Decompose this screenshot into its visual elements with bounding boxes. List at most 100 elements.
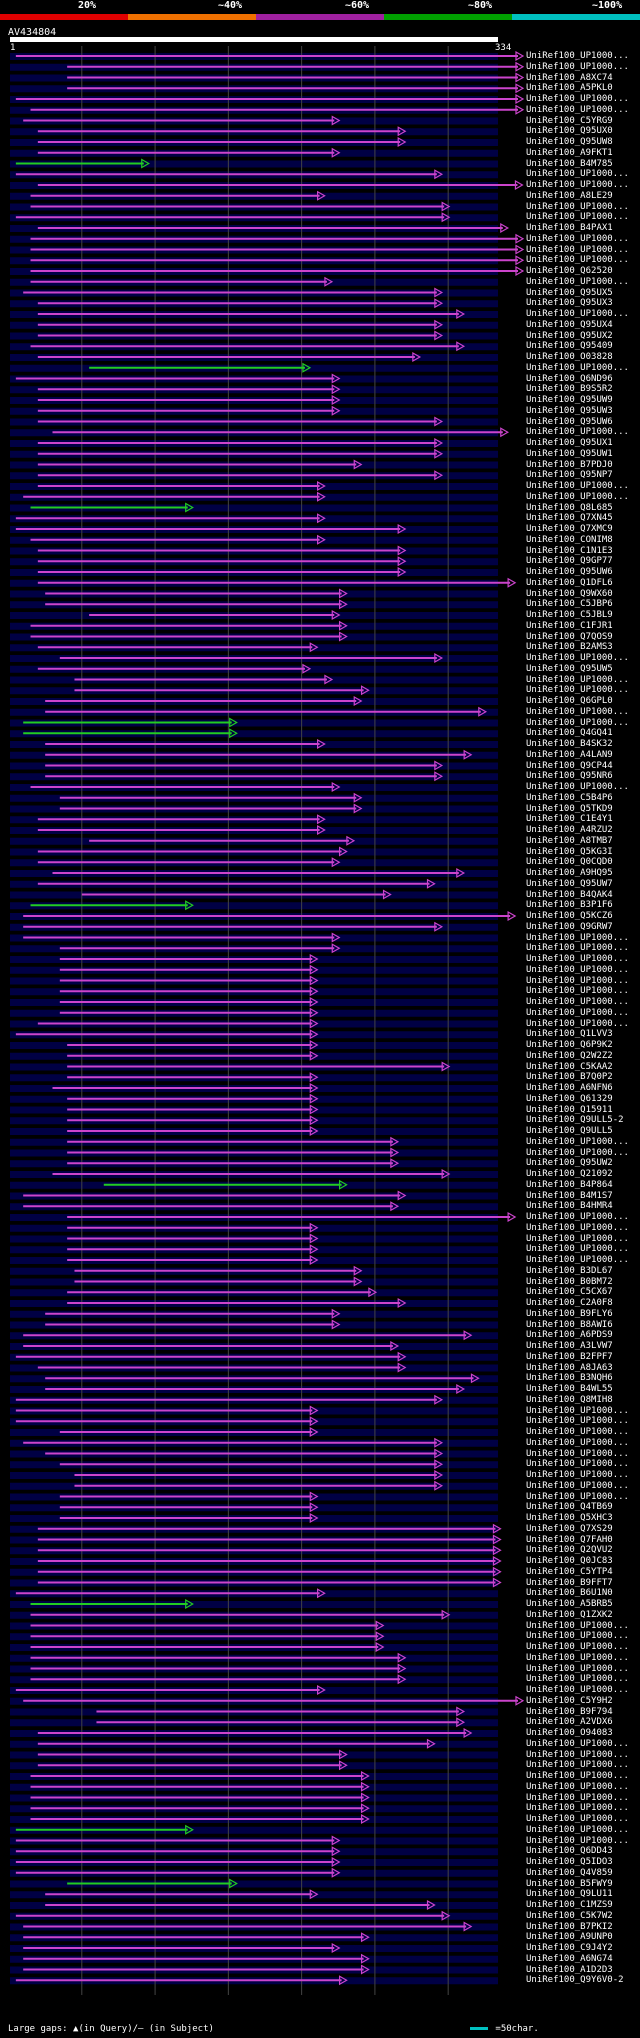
hit-label[interactable]: UniRef100_UP1000... (526, 932, 629, 943)
hit-label[interactable]: UniRef100_UP1000... (526, 427, 629, 438)
hit-label[interactable]: UniRef100_UP1000... (526, 1674, 629, 1685)
hit-label[interactable]: UniRef100_A6NG74 (526, 1953, 613, 1964)
hit-label[interactable]: UniRef100_B2AMS3 (526, 642, 613, 653)
hit-label[interactable]: UniRef100_B9FFT7 (526, 1577, 613, 1588)
hit-label[interactable]: UniRef100_A5BRB5 (526, 1599, 613, 1609)
hit-label[interactable]: UniRef100_UP1000... (526, 1803, 629, 1814)
hit-label[interactable]: UniRef100_Q1LVV3 (526, 1029, 613, 1040)
hit-label[interactable]: UniRef100_UP1000... (526, 233, 629, 244)
hit-label[interactable]: UniRef100_O94083 (526, 1728, 613, 1738)
hit-label[interactable]: UniRef100_UP1000... (526, 1642, 629, 1652)
hit-label[interactable]: UniRef100_UP1000... (526, 1233, 629, 1244)
hit-label[interactable]: UniRef100_B4QAK4 (526, 889, 613, 900)
hit-label[interactable]: UniRef100_B9S5R2 (526, 384, 613, 395)
hit-label[interactable]: UniRef100_B7PDJ0 (526, 459, 613, 470)
hit-label[interactable]: UniRef100_Q6GPL0 (526, 696, 613, 706)
hit-label[interactable]: UniRef100_Q5KG3I (526, 846, 613, 857)
hit-label[interactable]: UniRef100_B4P864 (526, 1179, 613, 1190)
hit-label[interactable]: UniRef100_A1D2D3 (526, 1964, 613, 1975)
hit-label[interactable]: UniRef100_Q95UX2 (526, 330, 613, 341)
hit-label[interactable]: UniRef100_C1N1E3 (526, 545, 613, 556)
hit-label[interactable]: UniRef100_UP1000... (526, 653, 629, 663)
hit-label[interactable]: UniRef100_Q7FAH0 (526, 1534, 613, 1545)
hit-label[interactable]: UniRef100_Q95UX5 (526, 287, 613, 298)
hit-label[interactable]: UniRef100_Q9ULL5-2 (526, 1115, 624, 1126)
hit-label[interactable]: UniRef100_Q15911 (526, 1104, 613, 1115)
hit-label[interactable]: UniRef100_Q95UW1 (526, 448, 613, 459)
hit-label[interactable]: UniRef100_Q2QVU2 (526, 1545, 613, 1556)
hit-label[interactable]: UniRef100_Q2W2Z2 (526, 1050, 613, 1061)
hit-label[interactable]: UniRef100_A8TMB7 (526, 835, 613, 846)
hit-label[interactable]: UniRef100_Q95UX0 (526, 126, 613, 137)
hit-label[interactable]: UniRef100_Q9GRW7 (526, 921, 613, 932)
hit-label[interactable]: UniRef100_UP1000... (526, 276, 629, 287)
hit-label[interactable]: UniRef100_B6U1N0 (526, 1588, 613, 1599)
hit-label[interactable]: UniRef100_B7Q0P2 (526, 1072, 613, 1083)
hit-label[interactable]: UniRef100_Q6DD43 (526, 1846, 613, 1857)
hit-label[interactable]: UniRef100_UP1000... (526, 1749, 629, 1760)
hit-label[interactable]: UniRef100_UP1000... (526, 674, 629, 685)
hit-label[interactable]: UniRef100_Q61329 (526, 1093, 613, 1104)
hit-label[interactable]: UniRef100_Q95UW6 (526, 416, 613, 427)
hit-label[interactable]: UniRef100_Q95UW2 (526, 1158, 613, 1169)
hit-label[interactable]: UniRef100_UP1000... (526, 491, 629, 502)
hit-label[interactable]: UniRef100_UP1000... (526, 309, 629, 319)
hit-label[interactable]: UniRef100_C5Y9H2 (526, 1695, 613, 1706)
hit-label[interactable]: UniRef100_B0BM72 (526, 1276, 613, 1287)
hit-label[interactable]: UniRef100_UP1000... (526, 1491, 629, 1502)
hit-label[interactable]: UniRef100_UP1000... (526, 685, 629, 696)
hit-label[interactable]: UniRef100_UP1000... (526, 1007, 629, 1018)
hit-label[interactable]: UniRef100_C5YTP4 (526, 1566, 613, 1577)
hit-label[interactable]: UniRef100_UP1000... (526, 212, 629, 223)
hit-label[interactable]: UniRef100_C1E4Y1 (526, 814, 613, 825)
hit-label[interactable]: UniRef100_C5JBL9 (526, 610, 613, 620)
hit-label[interactable]: UniRef100_UP1000... (526, 975, 629, 986)
hit-label[interactable]: UniRef100_UP1000... (526, 954, 629, 964)
hit-label[interactable]: UniRef100_Q4TB69 (526, 1502, 613, 1513)
hit-label[interactable]: UniRef100_UP1000... (526, 1792, 629, 1803)
hit-label[interactable]: UniRef100_C5KAA2 (526, 1061, 613, 1072)
hit-label[interactable]: UniRef100_A8XC74 (526, 72, 613, 83)
hit-label[interactable]: UniRef100_Q95UX1 (526, 438, 613, 448)
hit-label[interactable]: UniRef100_Q6P9K2 (526, 1040, 613, 1050)
hit-label[interactable]: UniRef100_A9FKT1 (526, 147, 613, 158)
hit-label[interactable]: UniRef100_A9UNP0 (526, 1932, 613, 1943)
hit-label[interactable]: UniRef100_UP1000... (526, 201, 629, 212)
hit-label[interactable]: UniRef100_Q1ZXK2 (526, 1609, 613, 1620)
hit-label[interactable]: UniRef100_Q9GP77 (526, 556, 613, 567)
hit-label[interactable]: UniRef100_UP1000... (526, 244, 629, 255)
hit-label[interactable]: UniRef100_UP1000... (526, 104, 629, 115)
hit-label[interactable]: UniRef100_UP1000... (526, 1652, 629, 1663)
hit-label[interactable]: UniRef100_A6PDS9 (526, 1330, 613, 1341)
hit-label[interactable]: UniRef100_Q95UX3 (526, 298, 613, 309)
hit-label[interactable]: UniRef100_B9F794 (526, 1706, 613, 1717)
hit-label[interactable]: UniRef100_Q95UX4 (526, 319, 613, 330)
hit-label[interactable]: UniRef100_Q95UW8 (526, 137, 613, 147)
hit-label[interactable]: UniRef100_UP1000... (526, 1222, 629, 1233)
hit-label[interactable]: UniRef100_B4WL55 (526, 1384, 613, 1394)
hit-label[interactable]: UniRef100_UP1000... (526, 1448, 629, 1459)
hit-label[interactable]: UniRef100_B3P1F6 (526, 900, 613, 911)
hit-label[interactable]: UniRef100_Q8MIH8 (526, 1394, 613, 1405)
hit-label[interactable]: UniRef100_Q5KCZ6 (526, 911, 613, 921)
hit-label[interactable]: UniRef100_Q95NR6 (526, 771, 613, 782)
hit-label[interactable]: UniRef100_Q8L685 (526, 502, 613, 513)
hit-label[interactable]: UniRef100_UP1000... (526, 782, 629, 792)
hit-label[interactable]: UniRef100_B8AWI6 (526, 1319, 613, 1330)
hit-label[interactable]: UniRef100_Q9ULL5 (526, 1126, 613, 1136)
hit-label[interactable]: UniRef100_UP1000... (526, 1760, 629, 1771)
hit-label[interactable]: UniRef100_Q7XN45 (526, 513, 613, 524)
hit-label[interactable]: UniRef100_B5FWY9 (526, 1878, 613, 1889)
hit-label[interactable]: UniRef100_UP1000... (526, 1631, 629, 1642)
hit-label[interactable]: UniRef100_Q5IDO3 (526, 1857, 613, 1867)
hit-label[interactable]: UniRef100_Q6ND96 (526, 373, 613, 384)
hit-label[interactable]: UniRef100_UP1000... (526, 1835, 629, 1846)
hit-label[interactable]: UniRef100_A9HQ95 (526, 868, 613, 878)
hit-label[interactable]: UniRef100_UP1000... (526, 362, 629, 373)
hit-label[interactable]: UniRef100_UP1000... (526, 1663, 629, 1674)
hit-label[interactable]: UniRef100_B4PAX1 (526, 223, 613, 233)
hit-label[interactable]: UniRef100_Q7XMC9 (526, 524, 613, 534)
hit-label[interactable]: UniRef100_B4M785 (526, 158, 613, 169)
hit-label[interactable]: UniRef100_B7PKI2 (526, 1921, 613, 1932)
hit-label[interactable]: UniRef100_A4LAN9 (526, 749, 613, 760)
